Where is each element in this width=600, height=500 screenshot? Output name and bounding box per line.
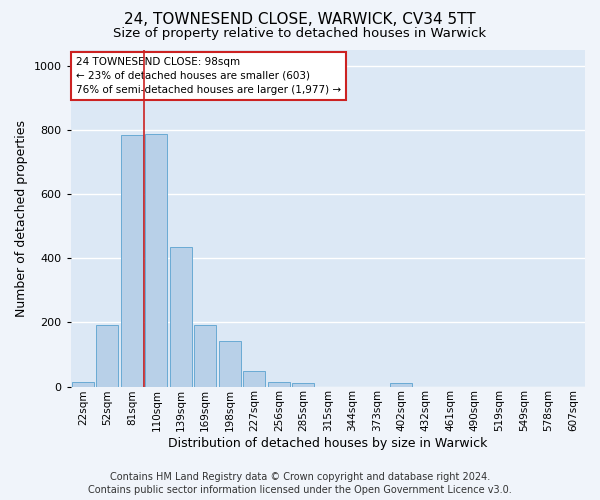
X-axis label: Distribution of detached houses by size in Warwick: Distribution of detached houses by size … bbox=[168, 437, 487, 450]
Bar bbox=[72, 382, 94, 386]
Bar bbox=[97, 324, 118, 386]
Bar bbox=[194, 325, 217, 386]
Bar bbox=[292, 384, 314, 386]
Text: 24, TOWNESEND CLOSE, WARWICK, CV34 5TT: 24, TOWNESEND CLOSE, WARWICK, CV34 5TT bbox=[124, 12, 476, 28]
Bar bbox=[243, 371, 265, 386]
Bar bbox=[121, 134, 143, 386]
Text: Size of property relative to detached houses in Warwick: Size of property relative to detached ho… bbox=[113, 28, 487, 40]
Bar bbox=[268, 382, 290, 386]
Bar bbox=[145, 134, 167, 386]
Bar bbox=[390, 384, 412, 386]
Bar bbox=[170, 247, 192, 386]
Bar bbox=[219, 341, 241, 386]
Y-axis label: Number of detached properties: Number of detached properties bbox=[15, 120, 28, 317]
Text: 24 TOWNESEND CLOSE: 98sqm
← 23% of detached houses are smaller (603)
76% of semi: 24 TOWNESEND CLOSE: 98sqm ← 23% of detac… bbox=[76, 56, 341, 94]
Text: Contains HM Land Registry data © Crown copyright and database right 2024.
Contai: Contains HM Land Registry data © Crown c… bbox=[88, 472, 512, 495]
